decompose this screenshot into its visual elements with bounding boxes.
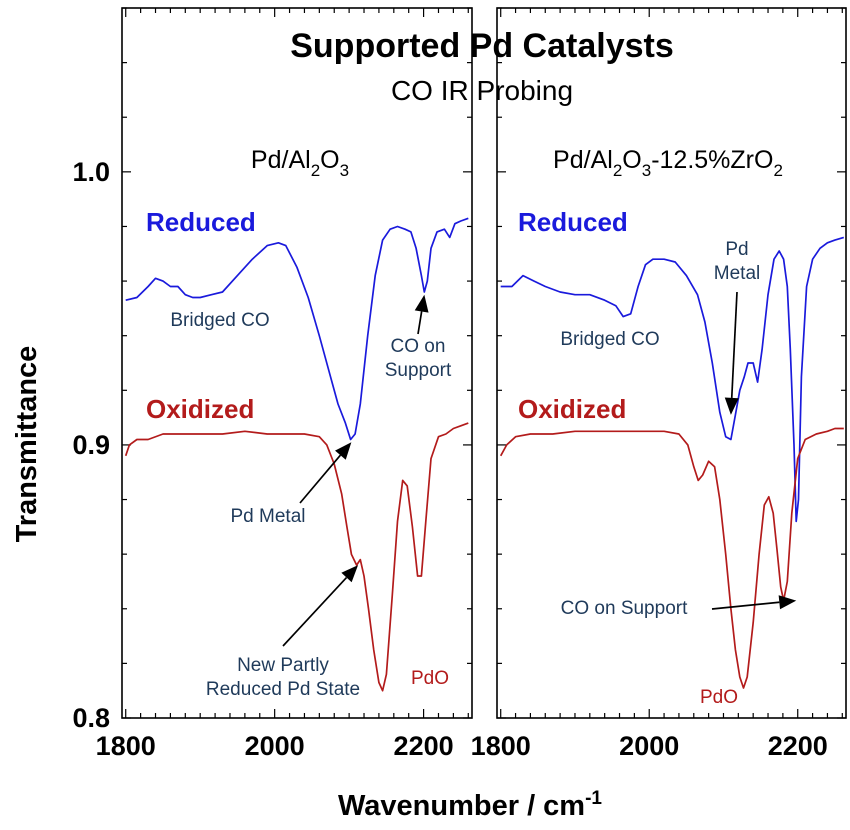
panel-pd-al2o3: 0.8 0.9 1.0 1800 2000 2200 Pd/Al2O3 Reduced Oxid… <box>72 7 473 761</box>
panel-title-text: O <box>320 146 339 174</box>
annotation-line: Bridged CO <box>560 329 659 350</box>
annotation-line: Reduced Pd State <box>206 679 360 700</box>
figure-subtitle: CO IR Probing <box>391 75 573 106</box>
series-oxidized-line <box>499 427 844 689</box>
series-reduced-line <box>125 217 469 441</box>
annotation-line: Pd Metal <box>231 506 306 527</box>
x-tick-label: 2000 <box>619 731 679 761</box>
series-reduced-line <box>500 236 845 523</box>
panel-pd-al2o3-zro2: 1800 2000 2200Pd/Al2O3-12.5%ZrO2ReducedOxi… <box>471 7 847 761</box>
plot-frame <box>121 7 473 719</box>
annotation-co-on-support: CO on Support <box>385 336 452 381</box>
annotation-bridged-co: Bridged CO <box>560 329 659 350</box>
panel-title: Pd/Al2O3 <box>251 146 349 180</box>
panel-title-text: Pd/Al <box>553 146 613 174</box>
annotation-line: Metal <box>714 263 760 284</box>
x-tick-label: 2200 <box>768 731 828 761</box>
y-axis-title: Transmittance <box>11 346 43 543</box>
annotation-arrowhead-new-partly-reduced <box>341 565 359 583</box>
panel-title-subscript: 3 <box>642 161 651 180</box>
panel-title: Pd/Al2O3-12.5%ZrO2 <box>553 146 783 180</box>
y-tick-label: 0.9 <box>72 430 110 460</box>
series-label-reduced: Reduced <box>146 207 256 237</box>
annotation-arrowhead-pd-metal <box>335 442 352 460</box>
annotation-line: Support <box>385 360 452 381</box>
annotation-arrowhead-co-on-support <box>414 294 429 313</box>
annotation-arrowhead-co-on-support <box>778 595 797 610</box>
annotation-arrow-new-partly-reduced <box>282 576 348 647</box>
annotation-line: PdO <box>700 687 738 708</box>
x-axis-title-text: Wavenumber / cm <box>338 790 585 822</box>
annotation-arrow-pd-metal <box>730 291 738 398</box>
x-tick-label: 2000 <box>245 731 305 761</box>
panel-title-subscript: 3 <box>340 161 349 180</box>
annotation-pd-metal: Pd Metal <box>714 239 760 284</box>
panel-title-text: -12.5%ZrO <box>651 146 773 174</box>
x-axis-title-superscript: -1 <box>585 788 602 809</box>
annotation-line: New Partly <box>237 655 329 676</box>
x-tick-label: 2200 <box>394 731 454 761</box>
annotation-line: PdO <box>411 668 449 689</box>
series-label-reduced: Reduced <box>518 207 628 237</box>
y-tick-label: 0.8 <box>72 703 110 733</box>
annotation-line: Pd <box>725 239 748 260</box>
annotation-pdo: PdO <box>411 668 449 689</box>
annotation-new-partly-reduced: New Partly Reduced Pd State <box>206 655 360 700</box>
annotation-bridged-co: Bridged CO <box>170 310 269 331</box>
annotation-line: Bridged CO <box>170 310 269 331</box>
panel-title-subscript: 2 <box>311 161 320 180</box>
x-tick-label: 1800 <box>96 731 156 761</box>
plot-frame <box>496 7 847 719</box>
panel-title-subscript: 2 <box>773 161 782 180</box>
annotation-arrow-co-on-support <box>711 601 780 610</box>
annotation-pdo: PdO <box>700 687 738 708</box>
panel-title-text: O <box>622 146 641 174</box>
annotation-arrow-co-on-support <box>417 311 423 335</box>
x-axis-title: Wavenumber / cm-1 <box>338 788 602 822</box>
y-tick-label: 1.0 <box>72 157 110 187</box>
series-label-oxidized: Oxidized <box>146 394 254 424</box>
annotation-arrowhead-pd-metal <box>724 397 739 415</box>
x-tick-label: 1800 <box>471 731 531 761</box>
panel-title-subscript: 2 <box>613 161 622 180</box>
panel-title-text: Pd/Al <box>251 146 311 174</box>
figure-title: Supported Pd Catalysts <box>290 27 674 65</box>
series-oxidized-line <box>124 422 469 692</box>
series-label-oxidized: Oxidized <box>518 394 626 424</box>
annotation-line: CO on <box>391 336 446 357</box>
annotation-pd-metal: Pd Metal <box>231 506 306 527</box>
annotation-arrow-pd-metal <box>299 454 342 504</box>
annotation-line: CO on Support <box>561 598 688 619</box>
annotation-co-on-support: CO on Support <box>561 598 688 619</box>
